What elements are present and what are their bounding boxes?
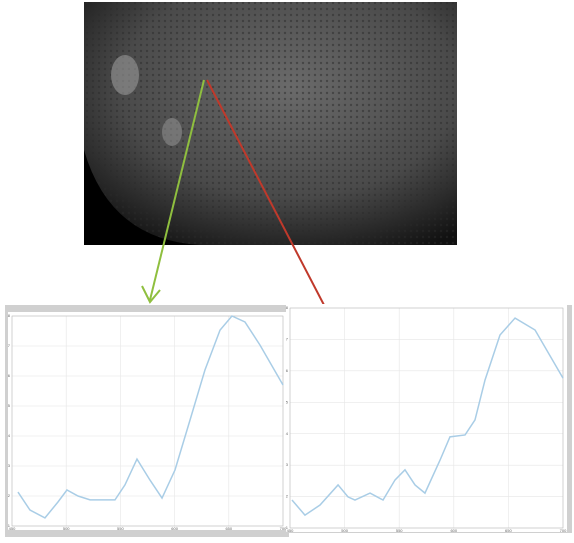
data-line [17, 315, 284, 519]
y-tick-label: 8 [286, 305, 289, 310]
y-tick-label: 5 [8, 403, 11, 408]
y-tick-label: 1 [286, 525, 289, 530]
y-tick-label: 6 [286, 368, 289, 373]
axes-box [11, 315, 284, 527]
x-tick-label: 450 [287, 528, 294, 533]
x-tick-label: 550 [117, 526, 124, 531]
y-tick-label: 2 [286, 494, 289, 499]
y-tick-label: 8 [8, 313, 11, 318]
x-tick-label: 700 [280, 526, 287, 531]
plot-area [286, 304, 567, 532]
y-tick-label: 5 [286, 399, 289, 404]
x-tick-label: 500 [63, 526, 70, 531]
axes-box [289, 307, 564, 529]
x-tick-label: 700 [560, 528, 567, 533]
micrograph [84, 2, 457, 245]
x-tick-label: 550 [396, 528, 403, 533]
y-tick-label: 7 [8, 343, 11, 348]
x-tick-label: 450 [9, 526, 16, 531]
plot-area [8, 312, 287, 530]
data-line [291, 317, 564, 517]
y-tick-label: 1 [8, 523, 11, 528]
y-tick-label: 4 [286, 431, 289, 436]
x-tick-label: 600 [171, 526, 178, 531]
y-tick-label: 7 [286, 336, 289, 341]
y-tick-label: 2 [8, 493, 11, 498]
x-tick-label: 650 [225, 526, 232, 531]
y-tick-label: 6 [8, 373, 11, 378]
y-tick-label: 4 [8, 433, 11, 438]
x-tick-label: 600 [450, 528, 457, 533]
x-tick-label: 500 [341, 528, 348, 533]
x-tick-label: 650 [505, 528, 512, 533]
y-tick-label: 3 [286, 462, 289, 467]
y-tick-label: 3 [8, 463, 11, 468]
